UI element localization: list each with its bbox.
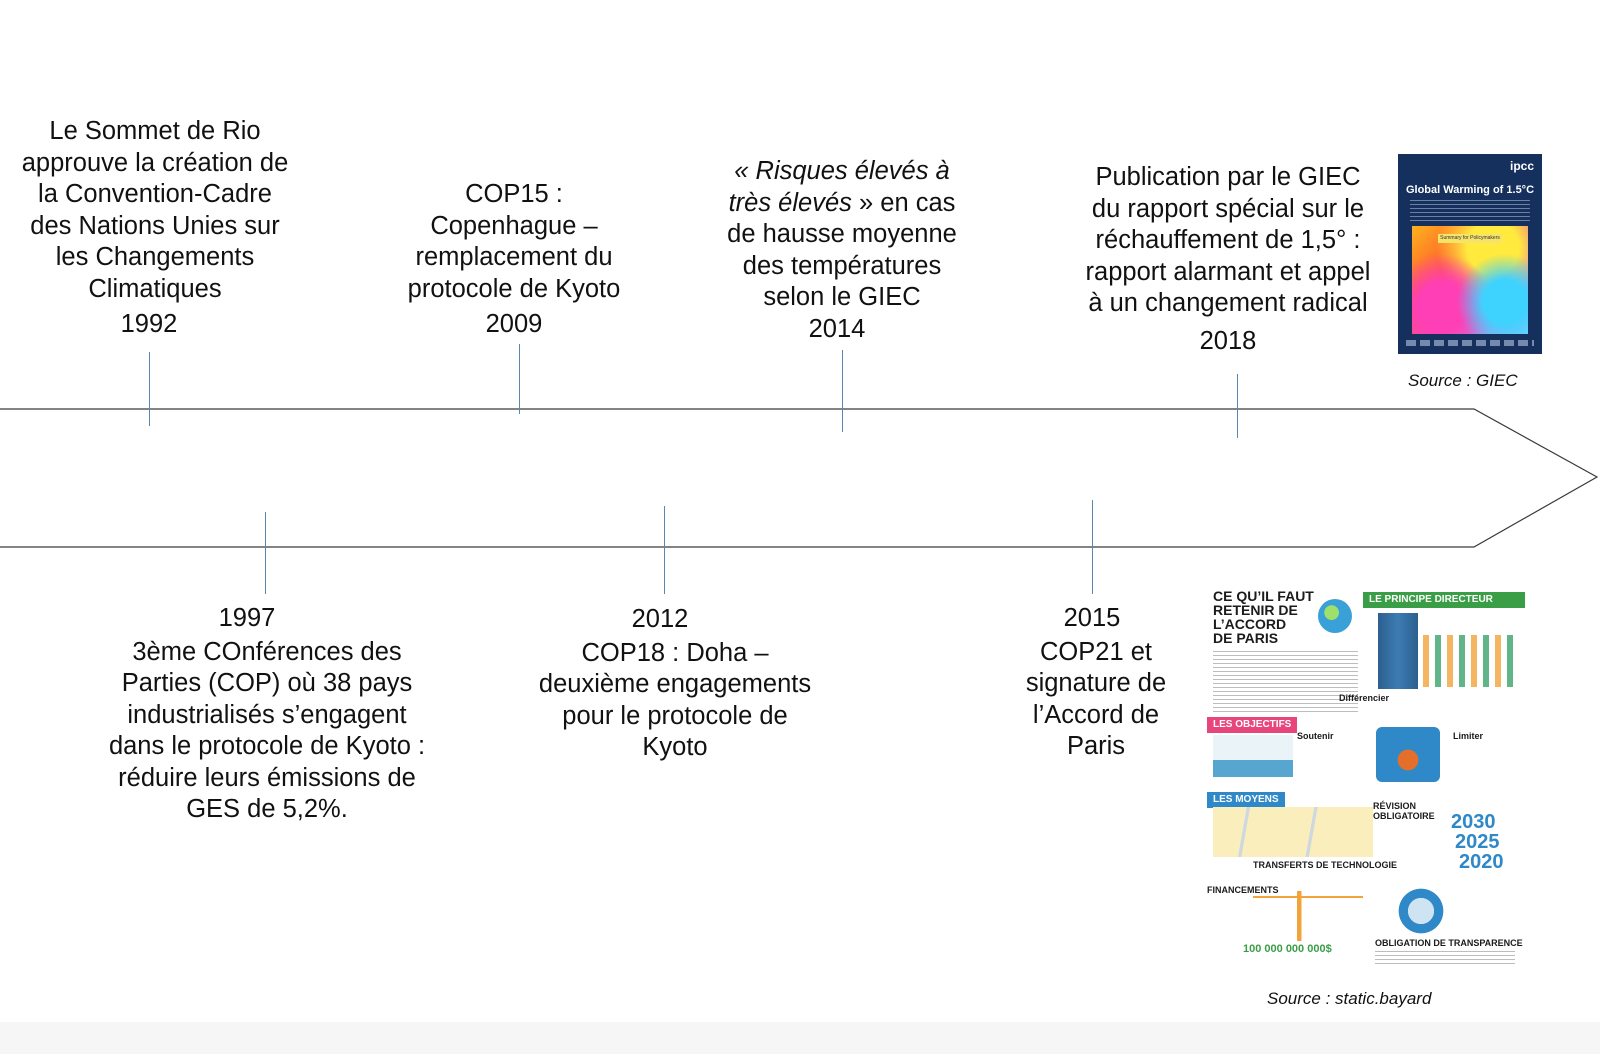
tick-2015 [1092, 500, 1093, 594]
event-2009-year: 2009 [485, 310, 543, 338]
event-2015-line: Paris [1066, 732, 1126, 760]
event-1992: Le Sommet de Rio approuve la création de… [0, 116, 310, 341]
event-1992-line: approuve la création de [21, 148, 289, 177]
infographic-title-line: DE PARIS [1213, 630, 1279, 646]
event-2018-line: réchauffement de 1,5° : [1095, 226, 1361, 254]
event-2009-line: Copenhague – [430, 211, 598, 240]
source-bayard: Source : static.bayard [1267, 989, 1432, 1008]
event-2012-line: pour le protocole de [562, 701, 788, 730]
event-2014-line: selon le GIEC [763, 283, 921, 311]
infographic-title-line: CE QU’IL FAUT [1213, 588, 1314, 604]
banner-objectifs: LES OBJECTIFS [1207, 717, 1298, 733]
island-illustration [1213, 735, 1293, 777]
event-1992-line: la Convention-Cadre [38, 180, 272, 208]
event-1997-line: industrialisés s’engagent [127, 700, 407, 729]
event-2014-quote: « Risques élevés à [734, 157, 950, 185]
event-2018: Publication par le GIEC du rapport spéci… [1062, 162, 1394, 357]
event-2012-year: 2012 [631, 605, 689, 633]
magnifier-illustration [1393, 887, 1449, 935]
event-2014-quote-cont: très élevés [728, 188, 852, 217]
event-1997-line: 3ème COnférences des [132, 637, 402, 666]
tick-2009 [519, 344, 520, 414]
event-1997-line: GES de 5,2%. [186, 795, 348, 823]
vice-illustration [1376, 727, 1440, 782]
ipcc-cover-tag: Summary for Policymakers [1438, 234, 1502, 243]
event-2014: « Risques élevés à très élevés » en cas … [707, 156, 977, 345]
globe-icon [1318, 599, 1352, 633]
banner-principe: LE PRINCIPE DIRECTEUR [1363, 592, 1525, 608]
infographic-title-line: L’ACCORD [1213, 616, 1287, 632]
money-figure: 100 000 000 000$ [1243, 943, 1332, 955]
event-2015-year: 2015 [1063, 604, 1121, 632]
label-differencier: Différencier [1339, 693, 1390, 703]
label-soutenir: Soutenir [1297, 731, 1334, 741]
event-1992-line: des Nations Unies sur [30, 211, 280, 240]
tick-2012 [664, 506, 665, 594]
footer-strip [0, 1022, 1600, 1054]
year-2030: 2030 [1451, 811, 1496, 833]
tick-2014 [842, 350, 843, 432]
event-1997-line: réduire leurs émissions de [118, 763, 416, 792]
source-giec: Source : GIEC [1408, 371, 1518, 390]
event-1997-line: dans le protocole de Kyoto : [108, 732, 426, 760]
event-2012-line: COP18 : Doha – [581, 638, 769, 667]
label-limiter: Limiter [1453, 731, 1484, 741]
ipcc-cover-blurb [1410, 200, 1530, 222]
event-2015: 2015 COP21 et signature de l’Accord de P… [1000, 603, 1192, 763]
event-2015-line: COP21 et [1040, 637, 1152, 666]
event-1997: 1997 3ème COnférences des Parties (COP) … [86, 603, 448, 826]
label-revision: RÉVISION OBLIGATOIRE [1373, 801, 1435, 821]
event-1992-line: les Changements [55, 243, 255, 271]
event-2009: COP15 : Copenhague – remplacement du pro… [383, 179, 645, 341]
year-2020: 2020 [1459, 851, 1504, 873]
label-transferts: TRANSFERTS DE TECHNOLOGIE [1253, 860, 1398, 870]
event-2014-line: des températures [742, 251, 942, 280]
event-2018-line: Publication par le GIEC [1095, 163, 1361, 191]
ipcc-cover-artwork [1412, 226, 1528, 334]
event-1992-year: 1992 [120, 310, 178, 338]
infographic-text [1375, 951, 1515, 965]
event-1997-line: Parties (COP) où 38 pays [121, 669, 413, 697]
event-2009-line: remplacement du [415, 243, 613, 271]
tick-2018 [1237, 374, 1238, 438]
event-2012: 2012 COP18 : Doha – deuxième engagements… [515, 604, 835, 764]
event-2012-line: deuxième engagements [538, 670, 812, 698]
event-2014-year: 2014 [808, 314, 866, 343]
banner-moyens: LES MOYENS [1207, 792, 1285, 808]
ipcc-cover-title: Global Warming of 1.5°C [1405, 184, 1535, 196]
event-1997-year: 1997 [218, 604, 276, 632]
towers-illustration [1378, 613, 1418, 689]
infographic-title-line: RETENIR DE [1213, 602, 1298, 618]
event-1992-line: Climatiques [88, 274, 222, 303]
event-2009-line: protocole de Kyoto [407, 274, 621, 303]
label-financements: FINANCEMENTS [1207, 885, 1279, 895]
people-illustration [1423, 635, 1518, 687]
wind-turbine-illustration [1213, 807, 1373, 857]
event-2018-line: rapport alarmant et appel [1085, 257, 1371, 286]
ipcc-logo: ipcc [1509, 159, 1534, 173]
event-2009-line: COP15 : [465, 180, 563, 208]
event-2018-year: 2018 [1199, 326, 1257, 355]
event-1992-line: Le Sommet de Rio [49, 117, 261, 145]
event-2014-line: de hausse moyenne [727, 220, 957, 248]
label-transparence: OBLIGATION DE TRANSPARENCE [1375, 938, 1523, 948]
year-2025: 2025 [1455, 831, 1500, 853]
event-2012-line: Kyoto [642, 733, 708, 761]
paris-agreement-infographic: CE QU’IL FAUT RETENIR DE L’ACCORD DE PAR… [1193, 555, 1553, 985]
event-2018-line: à un changement radical [1088, 289, 1368, 317]
event-2018-line: du rapport spécial sur le [1091, 194, 1365, 223]
infographic-text [1213, 651, 1358, 713]
ipcc-cover-footer [1406, 340, 1534, 346]
event-2014-rest: » en cas [851, 188, 956, 217]
event-2015-line: l’Accord de [1032, 700, 1160, 729]
tick-1997 [265, 512, 266, 594]
infographic-title: CE QU’IL FAUT RETENIR DE L’ACCORD DE PAR… [1213, 589, 1314, 645]
crane-illustration [1253, 891, 1363, 941]
event-2015-line: signature de [1025, 669, 1167, 697]
ipcc-report-cover: ipcc Global Warming of 1.5°C Summary for… [1398, 154, 1542, 354]
tick-1992 [149, 352, 150, 426]
